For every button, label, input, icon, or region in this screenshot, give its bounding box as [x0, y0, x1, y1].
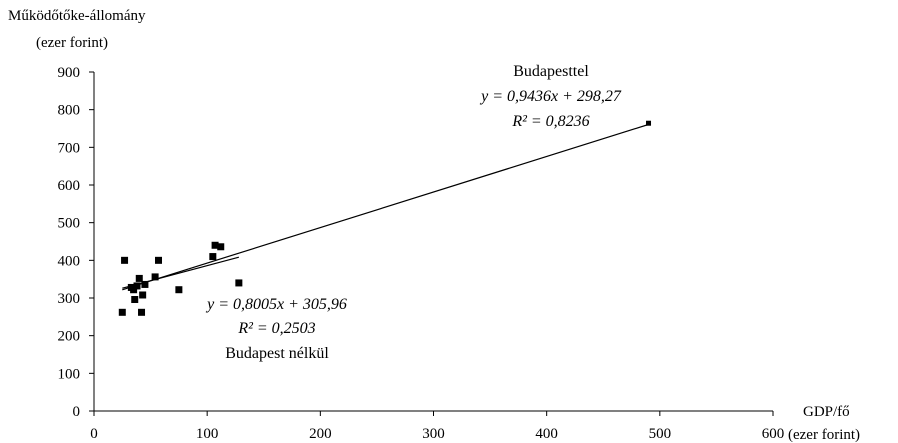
data-point: [138, 308, 146, 316]
data-points: [118, 120, 652, 316]
y-axis-title-line1: Működőtőke-állomány: [8, 8, 146, 24]
annotation-with-budapest-title: Budapesttel: [513, 63, 589, 80]
trendline-with-budapest: [122, 123, 649, 291]
x-tick-label: 400: [535, 426, 558, 442]
data-point: [118, 308, 126, 316]
y-tick-label: 300: [58, 291, 81, 307]
x-tick-label: 300: [422, 426, 445, 442]
data-point: [217, 243, 225, 251]
data-point: [151, 273, 159, 281]
data-point: [141, 280, 149, 288]
y-tick-label: 500: [58, 216, 81, 232]
x-tick-label: 0: [90, 426, 98, 442]
annotation-without-budapest: y = 0,8005x + 305,96 R² = 0,2503 Budapes…: [205, 296, 347, 362]
data-point: [139, 291, 147, 299]
y-tick-label: 400: [58, 253, 81, 269]
x-axis-ticks: 0 100 200 300 400 500 600: [90, 411, 784, 442]
x-tick-label: 200: [309, 426, 332, 442]
annotation-with-budapest: Budapesttel y = 0,9436x + 298,27 R² = 0,…: [479, 63, 622, 130]
annotation-with-budapest-r2: R² = 0,8236: [511, 113, 589, 130]
data-point: [133, 282, 141, 290]
data-point: [209, 253, 217, 261]
data-point: [175, 286, 183, 294]
x-tick-label: 100: [196, 426, 219, 442]
data-point: [135, 274, 143, 282]
data-point: [131, 296, 139, 304]
data-point: [130, 286, 138, 294]
y-axis-title-line2: (ezer forint): [36, 35, 108, 51]
x-axis-title-line1: GDP/fő: [803, 404, 850, 420]
annotation-with-budapest-equation: y = 0,9436x + 298,27: [479, 88, 622, 105]
annotation-without-budapest-r2: R² = 0,2503: [237, 320, 315, 337]
annotation-without-budapest-equation: y = 0,8005x + 305,96: [205, 296, 347, 313]
data-point: [121, 256, 129, 264]
y-tick-label: 200: [58, 329, 81, 345]
x-axis-title-line2: (ezer forint): [788, 427, 860, 443]
y-tick-label: 600: [58, 178, 81, 194]
y-tick-label: 900: [58, 65, 81, 81]
y-tick-label: 800: [58, 103, 81, 119]
y-tick-label: 700: [58, 140, 81, 156]
data-point-budapest: [646, 120, 652, 126]
trendlines: [122, 123, 649, 291]
annotation-without-budapest-title: Budapest nélkül: [225, 345, 329, 362]
x-axis-title: GDP/fő (ezer forint): [788, 404, 860, 443]
x-tick-label: 500: [649, 426, 672, 442]
data-point: [235, 279, 243, 287]
data-point: [211, 241, 219, 249]
y-axis-ticks: 0 100 200 300 400 500 600 700 800 900: [58, 65, 94, 420]
x-tick-label: 600: [762, 426, 785, 442]
y-tick-label: 0: [73, 404, 81, 420]
data-point: [155, 256, 163, 264]
y-tick-label: 100: [58, 366, 81, 382]
y-axis-title: Működőtőke-állomány (ezer forint): [8, 8, 146, 51]
